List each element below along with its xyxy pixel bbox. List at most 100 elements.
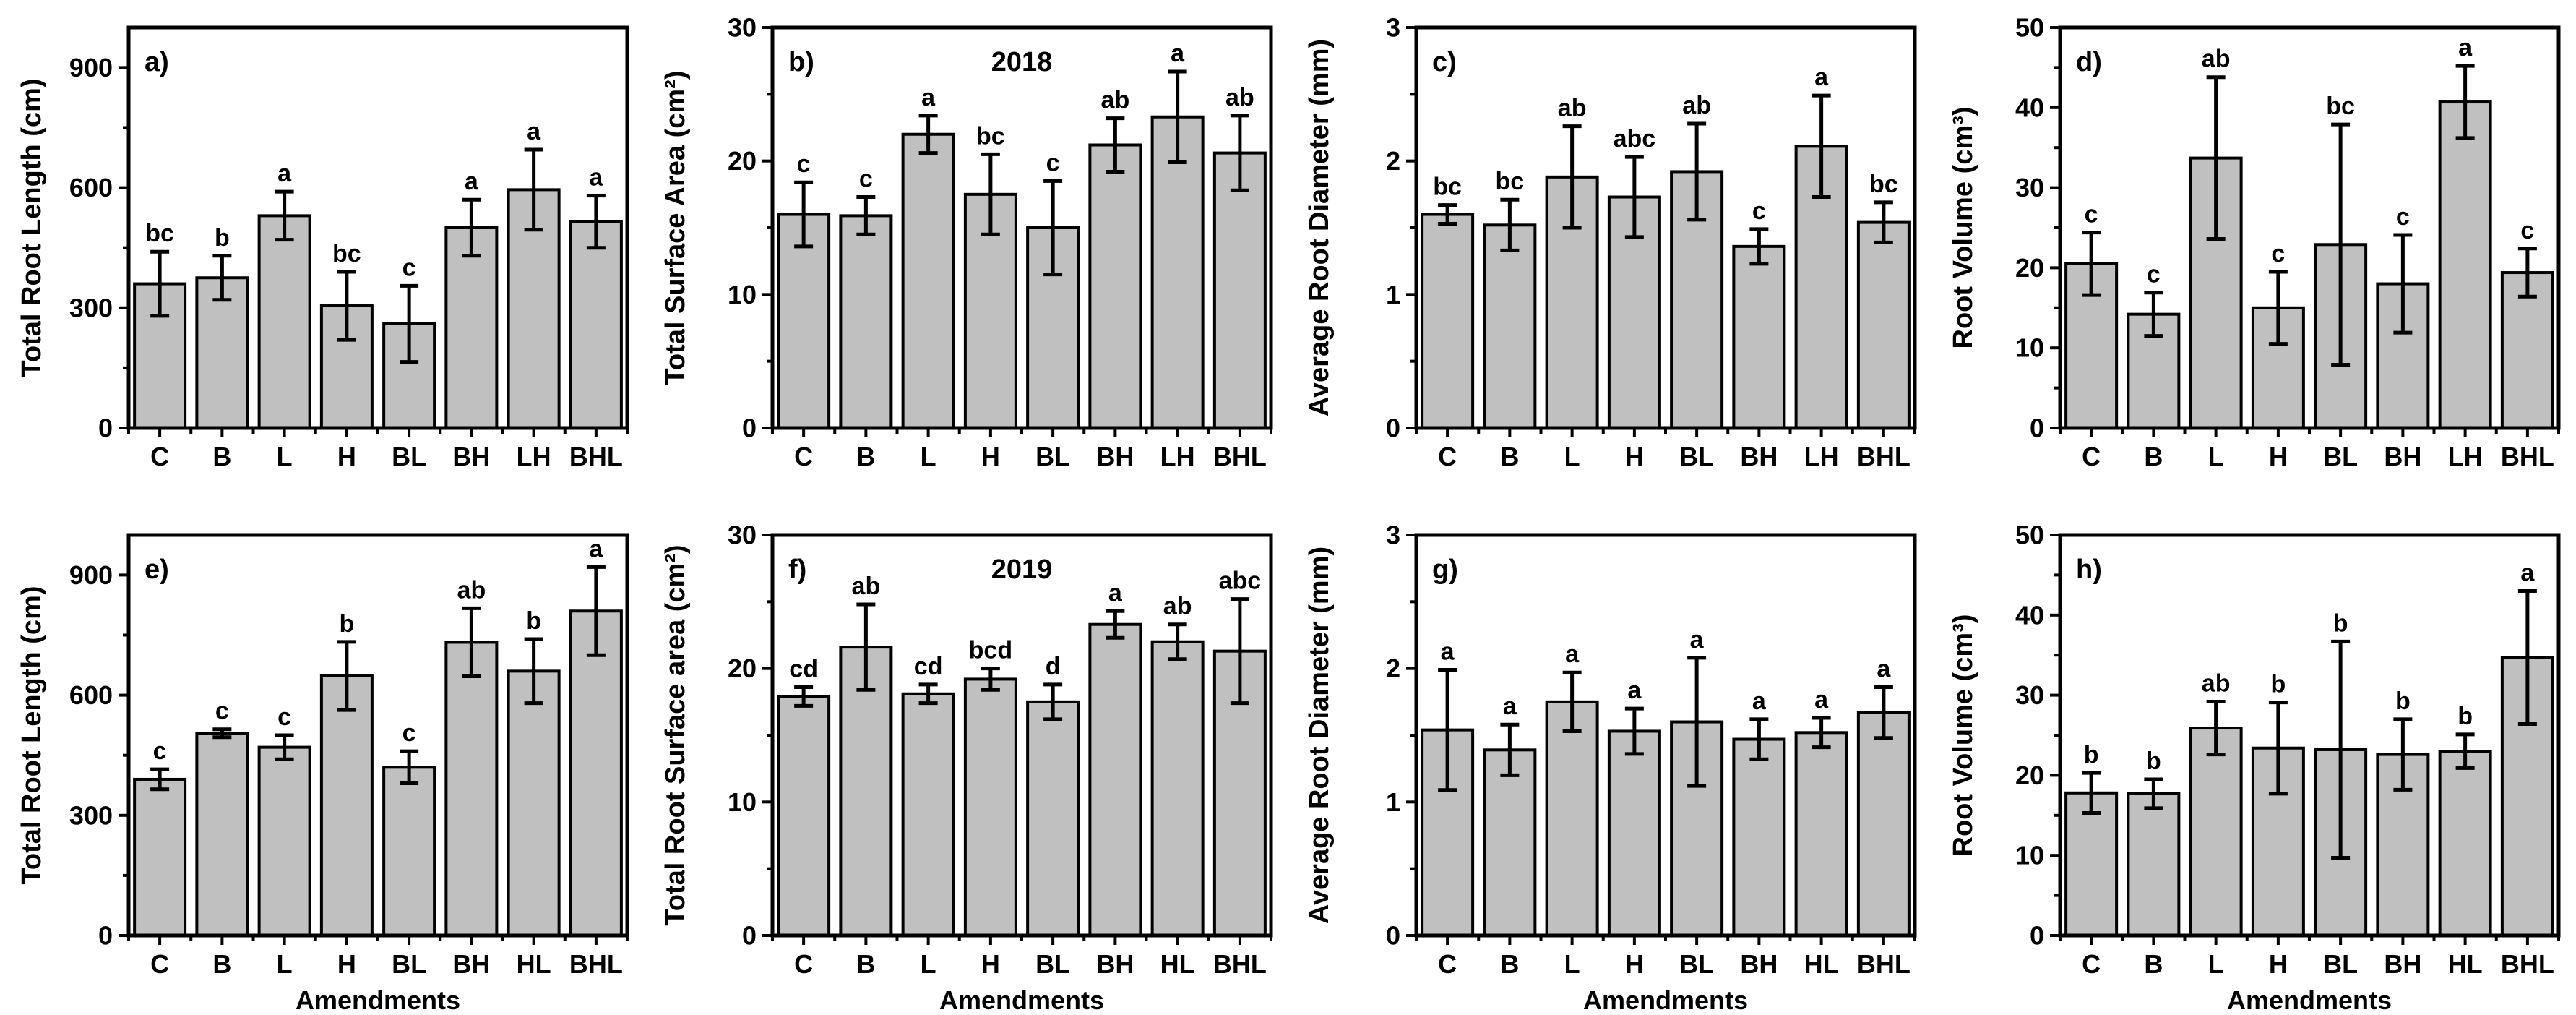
x-category-label: LH <box>1804 442 1839 471</box>
bar <box>1150 640 1205 937</box>
y-tick-label: 20 <box>728 146 757 176</box>
sig-letter: b <box>2270 671 2286 698</box>
x-category-label: BHL <box>1857 442 1911 471</box>
x-category-label: B <box>2144 949 2163 979</box>
x-category-label: BL <box>392 949 426 979</box>
labels-group-e: 0 300 600 900 c Cc Bc Lb Hc BL ab BH b HL a BHL e) Total … <box>17 535 623 1015</box>
sig-letter: a <box>2520 560 2535 587</box>
sig-letter: b <box>339 610 354 638</box>
bar <box>195 732 249 937</box>
y-tick-label: 30 <box>728 13 757 43</box>
y-tick-label: 0 <box>742 921 757 951</box>
sig-letter: a <box>1171 40 1185 67</box>
sig-letter: bc <box>1496 168 1525 195</box>
bar <box>1088 622 1142 938</box>
x-category-label: BL <box>1679 949 1714 979</box>
y-tick-label: 0 <box>2030 921 2044 951</box>
y-tick-label: 30 <box>728 521 757 550</box>
bars-group-g <box>1421 656 1911 937</box>
bar <box>1732 244 1786 429</box>
bars-group-d <box>2064 64 2554 429</box>
x-category-label: B <box>1500 949 1519 979</box>
bar <box>195 276 249 429</box>
sig-letter: b <box>526 607 541 635</box>
x-category-label: L <box>2208 442 2224 471</box>
plot-box <box>770 25 1273 430</box>
sig-letter: bc <box>2326 93 2355 120</box>
y-tick-label: 10 <box>2015 333 2044 363</box>
year-title: 2019 <box>991 554 1053 585</box>
y-tick-label: 300 <box>69 293 113 322</box>
x-category-label: BHL <box>1213 442 1267 471</box>
bar <box>382 766 436 937</box>
bars-group-c <box>1421 93 1911 429</box>
plot-box <box>1414 533 1917 938</box>
labels-group-h: 0 10 20 30 40 50 b Cb Bab Lb Hb BL b BH b HL a BHL h) Root … <box>1948 521 2554 1015</box>
sig-letter: c <box>2396 203 2410 231</box>
x-category-label: H <box>337 442 356 471</box>
bar <box>1088 143 1142 430</box>
sig-letter: c <box>2520 217 2534 244</box>
panel-letter: g) <box>1432 554 1458 585</box>
x-category-label: H <box>337 949 356 979</box>
sig-letter: c <box>2271 240 2285 267</box>
sig-letter: bcd <box>969 637 1012 664</box>
sig-letter: a <box>277 160 292 187</box>
plot-box <box>770 533 1273 938</box>
sig-letter: a <box>589 535 603 562</box>
y-tick-label: 2 <box>1386 654 1400 683</box>
sig-letter: ab <box>852 573 881 600</box>
bar <box>901 132 955 429</box>
sig-letter: a <box>465 168 479 195</box>
sig-letter: bc <box>976 122 1005 150</box>
y-axis-title: Root Volume (cm³) <box>1948 107 1978 349</box>
sig-letter: cd <box>789 656 818 683</box>
x-category-label: B <box>2144 442 2163 471</box>
plot-box <box>126 533 629 938</box>
sig-letter: b <box>2395 688 2411 715</box>
bar <box>1026 700 1080 937</box>
chart-svg-h: 0 10 20 30 40 50 b Cb Bab Lb Hb BL b BH b HL a BHL h) Root … <box>1948 521 2561 1015</box>
x-category-label: BHL <box>569 949 623 979</box>
bar <box>2127 792 2181 937</box>
sig-letter: ab <box>1225 84 1254 111</box>
panel-letter: f) <box>788 554 806 585</box>
x-category-label: BHL <box>2501 442 2554 471</box>
bar <box>1483 748 1537 937</box>
y-tick-label: 10 <box>728 787 757 817</box>
x-category-label: HL <box>2448 949 2483 979</box>
y-axis-title: Total Surface Area (cm²) <box>660 71 691 385</box>
x-category-label: LH <box>2448 442 2483 471</box>
x-category-label: L <box>1564 949 1580 979</box>
x-category-label: H <box>2269 442 2288 471</box>
y-tick-label: 0 <box>98 414 113 443</box>
y-tick-label: 50 <box>2015 521 2044 550</box>
x-category-label: LH <box>517 442 551 471</box>
x-category-label: H <box>1625 442 1644 471</box>
x-category-label: BHL <box>569 442 623 471</box>
chart-svg-b: 0 10 20 30 c Cc Ba Lbc Hc BL ab BH a LH ab BHL b) 2018 Tot… <box>660 13 1273 471</box>
bar <box>444 226 499 429</box>
y-tick-label: 3 <box>1386 521 1400 550</box>
y-tick-label: 10 <box>728 280 757 309</box>
sig-letter: b <box>2146 748 2161 775</box>
sig-letter: ab <box>457 576 486 604</box>
x-category-label: BH <box>1096 949 1134 979</box>
y-tick-label: 20 <box>2015 253 2044 283</box>
sig-letter: ab <box>1558 95 1587 122</box>
y-axis-title: Root Volume (cm³) <box>1948 614 1978 857</box>
x-category-label: BL <box>392 442 426 471</box>
bar <box>1421 728 1475 937</box>
x-category-label: C <box>150 949 169 979</box>
x-category-label: BH <box>1740 442 1778 471</box>
y-tick-label: 600 <box>69 173 113 202</box>
sig-letter: ab <box>1101 87 1130 114</box>
x-category-label: L <box>921 442 936 471</box>
y-axis-title: Total Root Length (cm) <box>17 78 47 377</box>
